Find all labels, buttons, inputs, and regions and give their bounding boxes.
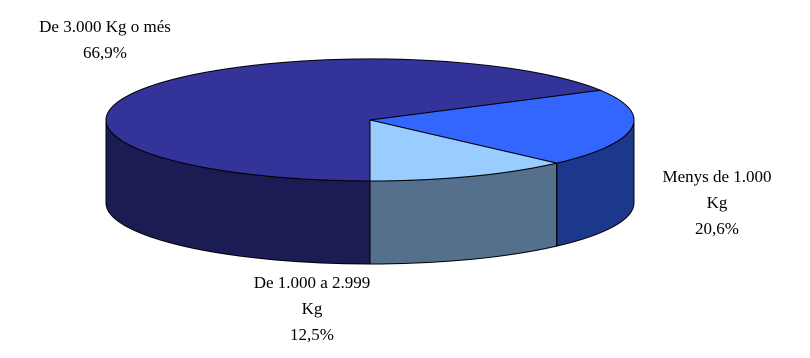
slice-label-under-1000: Menys de 1.000 Kg 20,6%: [632, 164, 802, 242]
slice-value-label: 20,6%: [695, 219, 739, 238]
slice-label-line: Kg: [301, 299, 323, 318]
slice-1000-to-2999-top: [369, 119, 557, 182]
slice-under-1000-top: [369, 89, 635, 164]
slice-label-line: Menys de 1.000: [662, 167, 772, 186]
slice-3000-or-more-top: [105, 58, 603, 182]
slice-label-1000-to-2999: De 1.000 a 2.999 Kg 12,5%: [222, 270, 402, 348]
slice-label-3000-or-more: De 3.000 Kg o més 66,9%: [0, 14, 210, 66]
slice-label-line: De 1.000 a 2.999: [253, 273, 371, 292]
slice-value-label: 66,9%: [83, 43, 127, 62]
slice-label-line: De 3.000 Kg o més: [39, 17, 171, 36]
slice-value-label: 12,5%: [290, 325, 334, 344]
slice-label-line: Kg: [706, 193, 728, 212]
